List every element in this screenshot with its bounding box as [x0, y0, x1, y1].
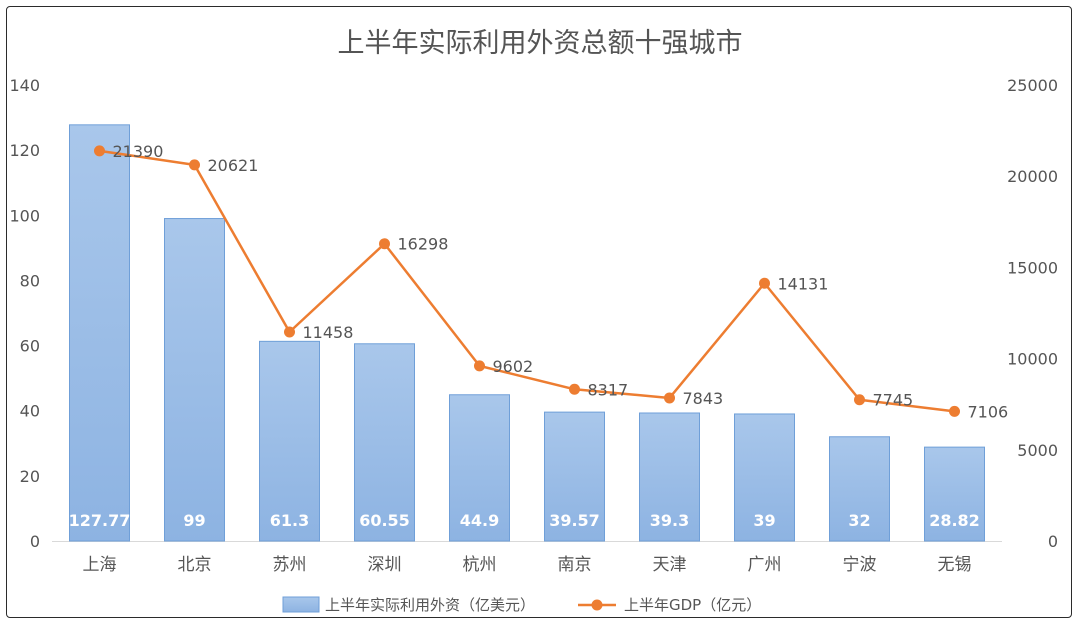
gdp-value-label: 7843: [683, 389, 724, 408]
y-right-tick-label: 5000: [1017, 441, 1058, 460]
y-left-tick-label: 40: [20, 402, 40, 421]
bar: [449, 394, 510, 542]
bar: [544, 411, 605, 542]
y-left-tick-label: 0: [30, 532, 40, 551]
bar-value-label: 61.3: [270, 511, 309, 530]
legend-bar-label: 上半年实际利用外资（亿美元）: [325, 596, 535, 614]
bar-value-label: 39.3: [650, 511, 689, 530]
y-left-tick-label: 20: [20, 467, 40, 486]
bar: [259, 340, 320, 542]
x-category-label: 无锡: [938, 555, 972, 575]
y-right-tick-label: 25000: [1007, 76, 1058, 95]
gdp-point: [94, 145, 105, 157]
gdp-line: [99, 149, 955, 413]
x-category-label: 天津: [653, 555, 687, 575]
x-category-label: 杭州: [463, 555, 497, 575]
legend-line-marker: [591, 599, 603, 611]
bar-value-label: 39: [753, 511, 775, 530]
y-right-tick-label: 10000: [1007, 350, 1058, 369]
bar-value-label: 127.77: [69, 511, 131, 530]
gdp-point: [284, 326, 295, 338]
gdp-point: [854, 394, 865, 406]
bar: [164, 218, 225, 542]
gdp-value-label: 14131: [778, 274, 829, 293]
y-left-tick-label: 120: [9, 141, 40, 160]
x-category-label: 宁波: [843, 555, 877, 575]
gdp-value-label: 8317: [588, 380, 629, 399]
bar-series: 127.77 99 61.3 60.55 44.9 39.57 39.3 39 32 28.82: [69, 124, 985, 542]
bar: [829, 436, 890, 542]
legend-bar-swatch: [282, 596, 320, 613]
bar-value-label: 32: [848, 511, 870, 530]
gdp-value-label: 7745: [873, 391, 914, 410]
bar-value-label: 28.82: [929, 511, 980, 530]
x-category-label: 上海: [83, 555, 117, 575]
axes: 0 20 40 60 80 100 120 140 0 5000 10000 15000 20000 25…: [9, 76, 1058, 575]
gdp-value-label: 9602: [493, 357, 534, 376]
gdp-value-label: 20621: [208, 156, 259, 175]
bar-value-label: 99: [183, 511, 205, 530]
y-left-tick-label: 100: [9, 206, 40, 225]
x-category-label: 深圳: [368, 555, 402, 575]
gdp-value-label: 16298: [398, 235, 449, 254]
gdp-point: [379, 238, 390, 250]
chart-title: 上半年实际利用外资总额十强城市: [338, 28, 743, 59]
y-left-tick-label: 60: [20, 337, 40, 356]
gdp-point: [664, 392, 675, 404]
bar: [354, 343, 415, 542]
gdp-point: [189, 159, 200, 171]
gdp-point: [759, 277, 770, 289]
bar-value-label: 44.9: [460, 511, 499, 530]
bar: [924, 446, 985, 542]
y-right-tick-label: 0: [1048, 532, 1058, 551]
bar: [639, 412, 700, 542]
gdp-value-label: 11458: [303, 323, 354, 342]
bar: [734, 413, 795, 542]
gdp-value-label: 7106: [968, 402, 1009, 421]
y-left-tick-label: 80: [20, 271, 40, 290]
y-right-tick-label: 15000: [1007, 258, 1058, 277]
bar-value-label: 60.55: [359, 511, 410, 530]
gdp-point: [569, 383, 580, 395]
legend: 上半年实际利用外资（亿美元） 上半年GDP（亿元）: [282, 596, 761, 614]
gdp-point: [949, 405, 960, 417]
y-right-tick-label: 20000: [1007, 167, 1058, 186]
bar: [69, 124, 130, 542]
x-category-label: 南京: [558, 555, 592, 575]
line-series: 21390 20621 11458 16298 9602 8317 7843 14131 774…: [94, 142, 1009, 421]
gdp-point: [474, 360, 485, 372]
legend-line-label: 上半年GDP（亿元）: [624, 596, 761, 614]
bar-value-label: 39.57: [549, 511, 600, 530]
y-left-tick-label: 140: [9, 76, 40, 95]
x-category-label: 北京: [178, 555, 212, 575]
x-category-label: 苏州: [273, 555, 307, 575]
x-category-label: 广州: [748, 555, 782, 575]
gdp-value-label: 21390: [113, 142, 164, 161]
